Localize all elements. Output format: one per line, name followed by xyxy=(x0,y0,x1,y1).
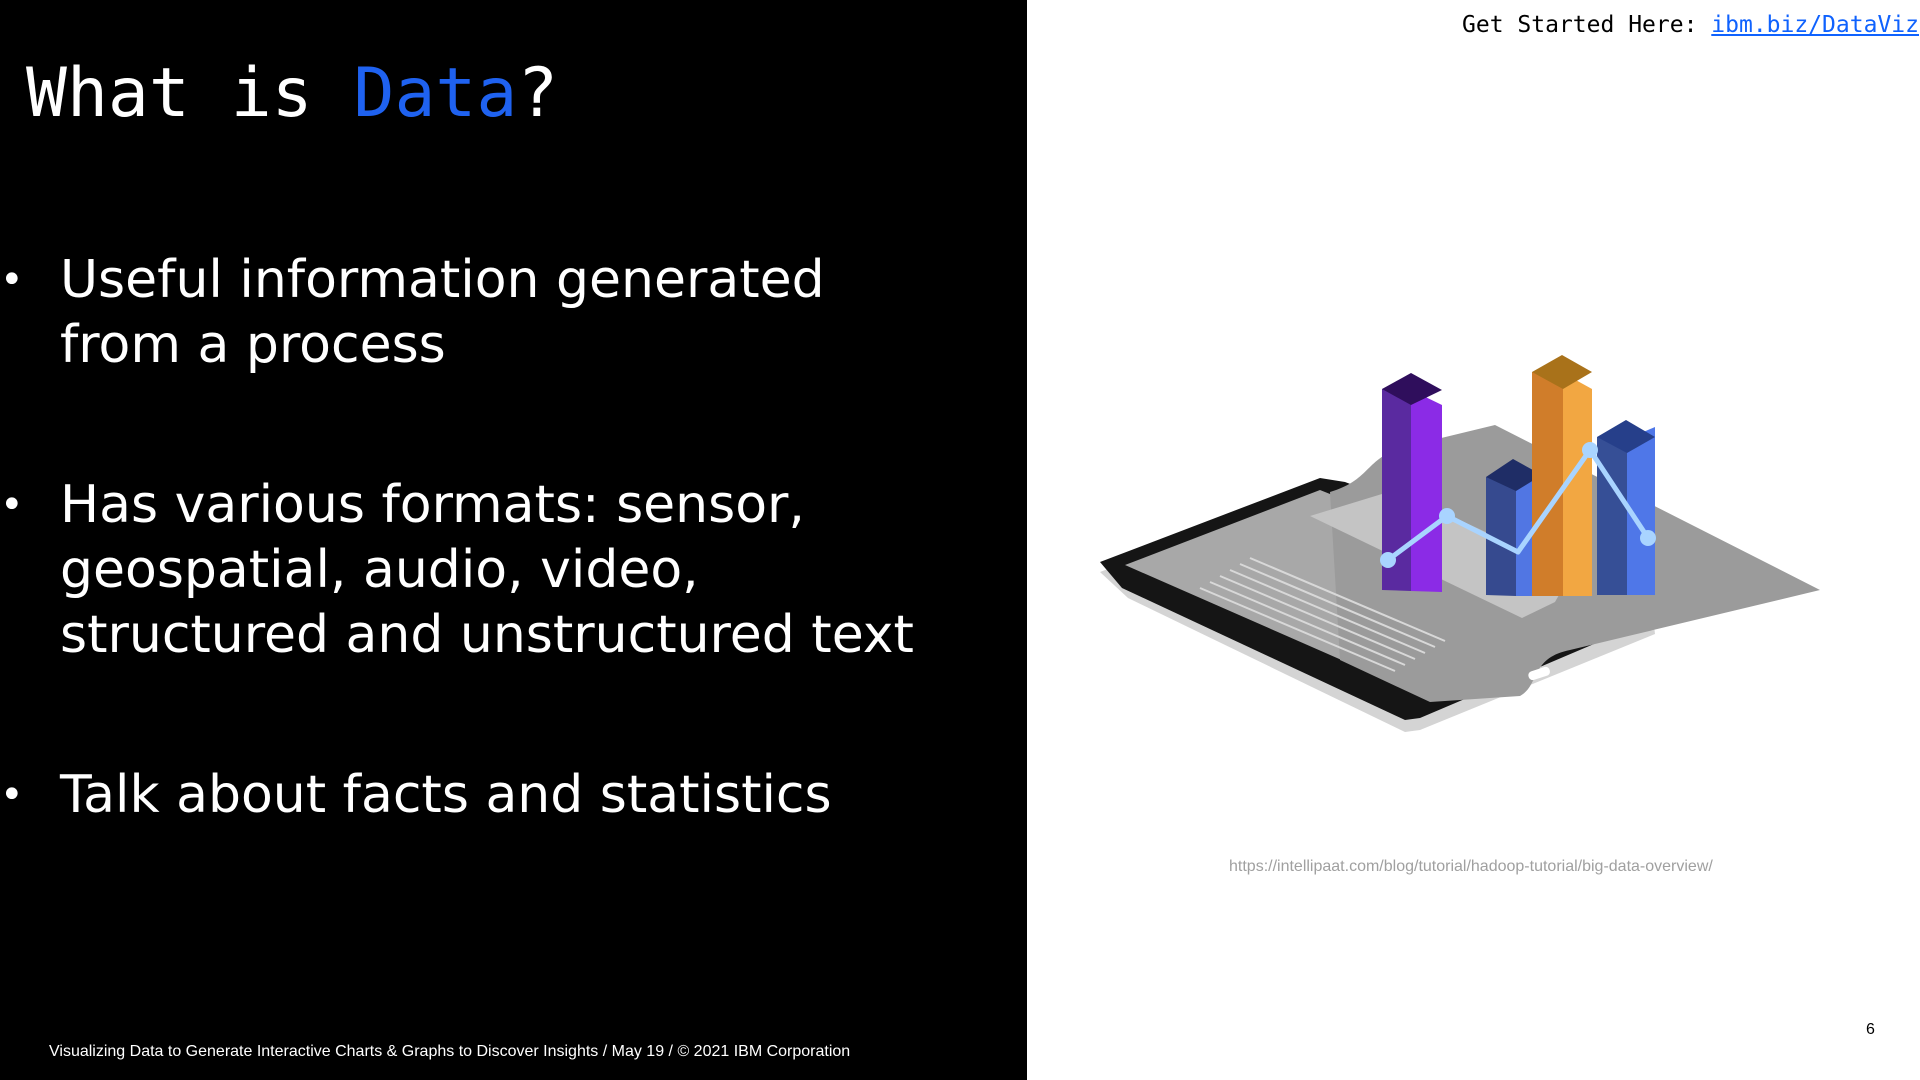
bar-2-top xyxy=(1486,459,1542,491)
get-started: Get Started Here: ibm.biz/DataViz xyxy=(1462,10,1919,40)
trend-point xyxy=(1380,552,1396,568)
page-number: 6 xyxy=(1866,1021,1875,1038)
tablet-home-button xyxy=(1528,666,1550,681)
bar-1-side xyxy=(1382,389,1411,591)
bar-3-side xyxy=(1532,372,1563,596)
image-source-url: https://intellipaat.com/blog/tutorial/ha… xyxy=(1229,858,1713,875)
bullet-item: • Useful information generated from a pr… xyxy=(0,248,960,378)
get-started-label: Get Started Here: xyxy=(1462,12,1712,38)
bullet-dot-icon: • xyxy=(0,772,24,818)
bullet-dot-icon: • xyxy=(0,257,24,303)
screen-text-lines xyxy=(1199,557,1446,672)
title-suffix: ? xyxy=(517,54,559,133)
title-prefix: What is xyxy=(26,54,354,133)
slide-footer: Visualizing Data to Generate Interactive… xyxy=(49,1043,851,1060)
title-accent: Data xyxy=(353,54,518,133)
bullet-text: Useful information generated from a proc… xyxy=(60,250,825,375)
trend-point xyxy=(1640,530,1656,546)
bar-4-front xyxy=(1627,427,1655,595)
bar-3-top xyxy=(1532,355,1592,389)
bar-4-top xyxy=(1597,420,1655,453)
bar-4-side xyxy=(1597,437,1627,595)
bullet-item: • Talk about facts and statistics xyxy=(0,763,960,828)
bullet-item: • Has various formats: sensor, geospatia… xyxy=(0,473,960,668)
bar-2-side xyxy=(1486,477,1516,596)
trend-line xyxy=(1386,447,1651,563)
trend-point xyxy=(1582,442,1598,458)
bar-3-front xyxy=(1563,373,1592,596)
bullet-text: Talk about facts and statistics xyxy=(60,765,832,825)
left-panel: What is Data? • Useful information gener… xyxy=(0,0,1027,1080)
bar-1-front xyxy=(1411,390,1442,592)
bar-1-top xyxy=(1382,373,1442,405)
get-started-link[interactable]: ibm.biz/DataViz xyxy=(1711,12,1919,38)
bullet-text: Has various formats: sensor, geospatial,… xyxy=(60,475,914,665)
bullet-dot-icon: • xyxy=(0,482,24,528)
slide-title: What is Data? xyxy=(26,52,558,136)
tablet-bar-chart-icon xyxy=(1100,355,1820,732)
trend-point xyxy=(1439,508,1455,524)
bullet-list: • Useful information generated from a pr… xyxy=(0,248,1000,828)
